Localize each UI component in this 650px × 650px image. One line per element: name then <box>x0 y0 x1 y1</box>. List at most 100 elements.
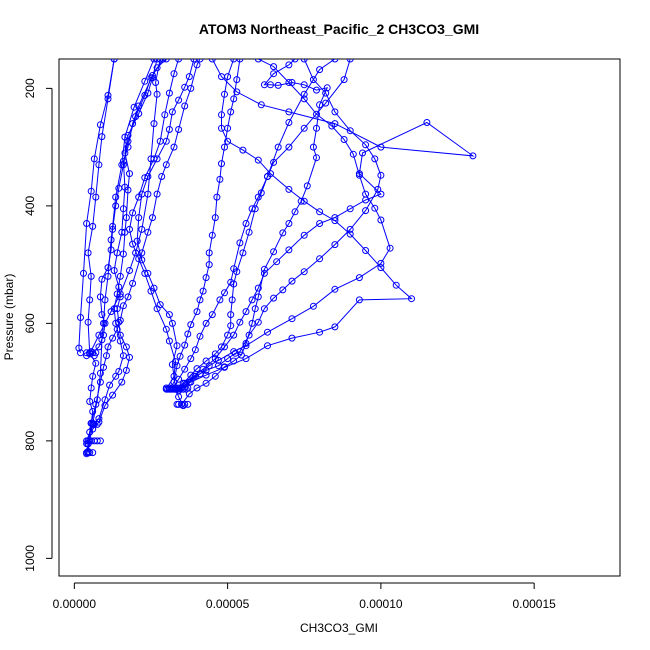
data-point <box>300 59 308 63</box>
data-point <box>110 59 118 63</box>
data-point <box>170 70 178 78</box>
data-point <box>124 137 132 145</box>
data-point <box>230 357 238 365</box>
data-point <box>129 279 137 287</box>
data-point <box>257 101 265 109</box>
data-point <box>371 204 379 212</box>
data-point <box>113 249 121 257</box>
data-point <box>162 59 170 63</box>
data-point <box>211 372 219 380</box>
data-point <box>147 74 155 82</box>
data-point <box>109 225 117 233</box>
data-point <box>230 331 238 339</box>
data-point <box>392 281 400 289</box>
data-point <box>221 363 228 371</box>
data-point <box>213 193 221 201</box>
data-point <box>300 268 308 276</box>
data-point <box>288 315 296 323</box>
data-point <box>205 362 213 370</box>
data-point <box>86 398 94 405</box>
data-point <box>100 331 107 339</box>
data-point <box>107 308 115 316</box>
x-tick-label: 0.00000 <box>53 597 97 611</box>
data-point <box>98 311 106 319</box>
data-point <box>181 102 189 110</box>
data-point <box>377 171 385 179</box>
data-point <box>86 296 94 304</box>
data-point <box>245 228 253 236</box>
data-point <box>95 331 103 339</box>
data-point <box>242 355 250 363</box>
data-point <box>184 330 192 338</box>
data-point <box>316 101 324 109</box>
data-point <box>115 184 123 192</box>
data-point <box>107 246 115 254</box>
data-point <box>254 284 262 292</box>
data-point <box>150 284 158 292</box>
data-point <box>87 384 95 392</box>
data-point <box>175 59 183 63</box>
data-point <box>313 154 320 162</box>
data-point <box>109 391 117 399</box>
x-axis: 0.00000 0.00005 0.00010 0.00015 <box>53 582 556 611</box>
data-point <box>156 301 164 309</box>
data-point <box>362 141 370 149</box>
data-point <box>122 214 130 222</box>
data-point <box>359 149 366 157</box>
data-point <box>162 137 170 145</box>
data-point <box>100 363 107 371</box>
data-point <box>316 66 324 74</box>
series-line <box>136 59 195 406</box>
data-point <box>193 61 201 69</box>
data-point <box>221 289 228 297</box>
data-point <box>264 328 271 336</box>
data-point <box>196 59 204 63</box>
data-point <box>340 76 348 84</box>
data-point <box>273 258 281 266</box>
data-point <box>118 228 126 236</box>
data-point <box>362 207 370 215</box>
data-point <box>122 366 130 374</box>
data-point <box>211 350 219 358</box>
data-point <box>248 319 256 327</box>
data-point <box>84 440 92 448</box>
data-point <box>101 319 109 327</box>
data-point <box>86 449 94 457</box>
data-point <box>144 269 152 277</box>
data-point <box>141 77 149 85</box>
data-point <box>233 268 241 276</box>
data-point <box>211 355 219 363</box>
series-profile-3 <box>83 59 161 445</box>
data-point <box>313 124 320 132</box>
data-point <box>260 265 268 273</box>
series-profile-15 <box>175 59 394 395</box>
data-point <box>119 205 127 213</box>
y-tick-label: 1000 <box>23 545 37 572</box>
data-point <box>156 59 164 63</box>
data-point <box>285 246 293 254</box>
data-point <box>279 229 287 237</box>
data-point <box>112 372 120 380</box>
data-point <box>233 76 241 84</box>
series-profile-13 <box>172 59 339 393</box>
data-point <box>346 205 354 213</box>
data-point <box>331 323 339 331</box>
data-point <box>254 156 262 164</box>
data-point <box>236 239 244 247</box>
data-point <box>187 321 195 329</box>
data-point <box>260 81 268 89</box>
data-point <box>116 316 124 324</box>
y-tick-label: 400 <box>23 196 37 216</box>
data-point <box>119 161 127 169</box>
y-tick-label: 200 <box>23 78 37 98</box>
data-point <box>80 269 87 277</box>
data-point <box>181 83 189 91</box>
series-line <box>78 59 115 353</box>
data-point <box>190 372 198 380</box>
data-point <box>237 351 245 359</box>
data-point <box>153 64 161 72</box>
data-point <box>181 384 189 392</box>
data-point <box>133 237 141 245</box>
data-point <box>274 81 282 89</box>
data-point <box>83 220 91 227</box>
